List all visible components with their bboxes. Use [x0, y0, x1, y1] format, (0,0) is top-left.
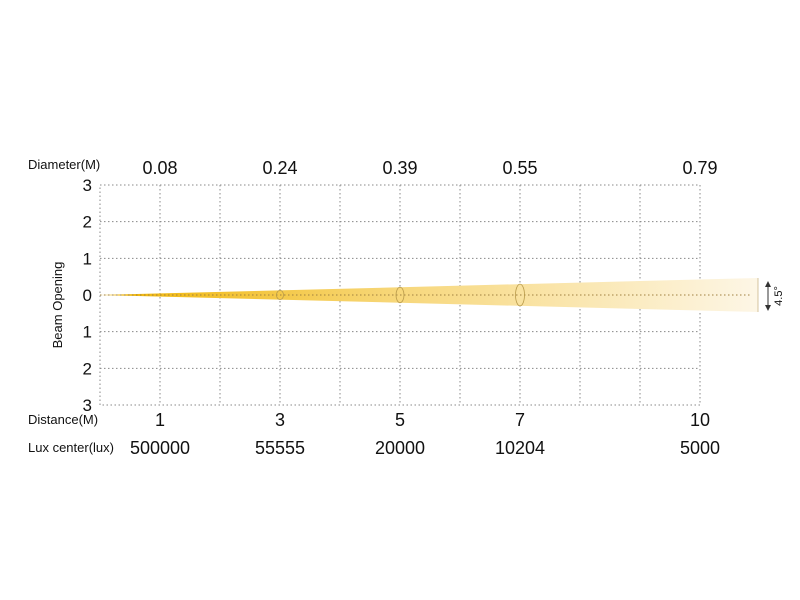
y-axis-title: Beam Opening	[50, 262, 65, 349]
distance-value: 10	[690, 410, 710, 430]
lux-value: 20000	[375, 438, 425, 458]
beam-section	[276, 289, 284, 301]
beam-angle-label: 4.5°	[773, 286, 785, 306]
y-tick-label: 3	[83, 396, 92, 415]
diameter-value: 0.79	[682, 158, 717, 178]
y-tick-label: 2	[83, 359, 92, 378]
lux-label: Lux center(lux)	[28, 440, 114, 455]
y-tick-labels: 3 2 1 0 1 2 3	[83, 176, 92, 415]
diameter-value: 0.55	[502, 158, 537, 178]
distance-value: 7	[515, 410, 525, 430]
y-tick-label: 2	[83, 213, 92, 232]
lux-value: 10204	[495, 438, 545, 458]
beam-section	[395, 286, 405, 304]
diameter-value: 0.24	[262, 158, 297, 178]
beam-section	[515, 283, 525, 307]
lux-value: 500000	[130, 438, 190, 458]
diameter-label: Diameter(M)	[28, 157, 100, 172]
y-tick-label: 3	[83, 176, 92, 195]
beam-angle-arrow	[765, 281, 771, 311]
distance-value: 3	[275, 410, 285, 430]
distance-row: 1 3 5 7 10	[155, 410, 710, 430]
distance-value: 5	[395, 410, 405, 430]
diameter-value: 0.08	[142, 158, 177, 178]
y-tick-label: 0	[83, 286, 92, 305]
y-tick-label: 1	[83, 323, 92, 342]
distance-value: 1	[155, 410, 165, 430]
lux-value: 5000	[680, 438, 720, 458]
beam	[100, 278, 759, 312]
lux-row: 500000 55555 20000 10204 5000	[130, 438, 720, 458]
diameter-value: 0.39	[382, 158, 417, 178]
y-tick-label: 1	[83, 249, 92, 268]
distance-label: Distance(M)	[28, 412, 98, 427]
lux-value: 55555	[255, 438, 305, 458]
diameter-row: 0.08 0.24 0.39 0.55 0.79	[142, 158, 717, 178]
